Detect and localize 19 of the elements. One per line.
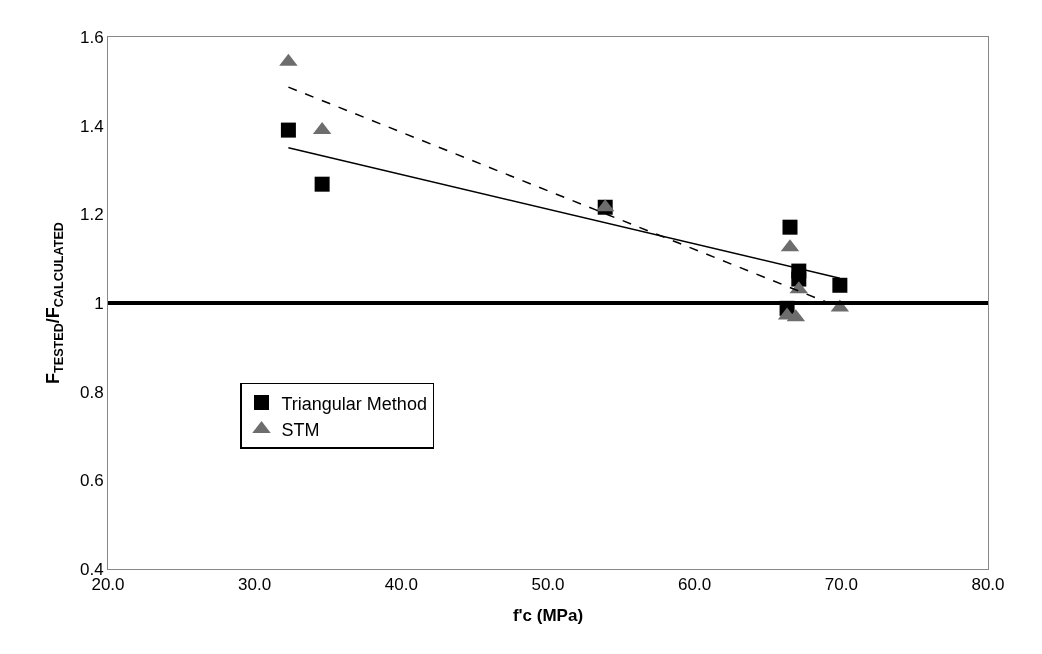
point	[314, 176, 330, 192]
y-tick-label: 1	[94, 293, 104, 313]
legend-label: Triangular Method	[281, 393, 427, 414]
x-tick-label: 60.0	[678, 575, 712, 595]
x-tick-label: 80.0	[971, 575, 1005, 595]
point	[782, 219, 798, 235]
x-tick-label: 30.0	[238, 575, 272, 595]
x-tick-label: 70.0	[824, 575, 858, 595]
y-tick-label: 1.6	[79, 27, 104, 47]
x-tick-label: 40.0	[384, 575, 418, 595]
y-tick-label: 0.8	[79, 382, 104, 402]
y-tick-label: 0.6	[79, 471, 104, 491]
legend-label: STM	[281, 419, 320, 440]
y-tick-label: 1.2	[79, 205, 104, 225]
x-axis-title: f'c (MPa)	[512, 605, 584, 625]
x-tick-label: 50.0	[531, 575, 565, 595]
y-tick-label: 1.4	[79, 116, 104, 136]
point	[280, 122, 296, 138]
point	[832, 277, 848, 293]
